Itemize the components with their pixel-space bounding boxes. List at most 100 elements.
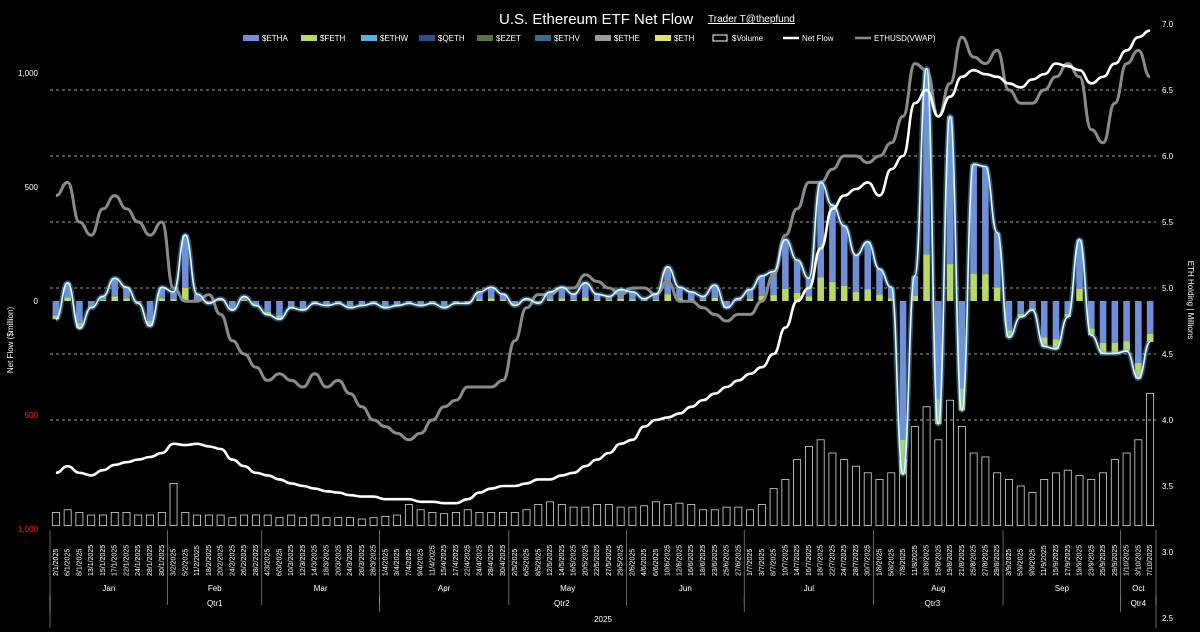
- flow-bar-etha: [534, 301, 542, 303]
- flow-bar-feth: [570, 299, 577, 301]
- flow-bar-etha: [1005, 301, 1013, 331]
- legend-swatch: [477, 35, 493, 41]
- flow-bar-etha: [76, 301, 83, 323]
- x-date-label: 16/5/2025: [571, 545, 578, 576]
- quarter-label: Qtr2: [554, 599, 570, 608]
- right-tick-label: 3.5: [1162, 482, 1174, 491]
- x-date-label: 17/1/2025: [112, 545, 119, 576]
- flow-bar-etha: [758, 275, 766, 296]
- x-date-label: 28/7/2025: [853, 545, 860, 576]
- flow-bar-feth: [782, 288, 789, 301]
- legend-label: $FETH: [320, 34, 346, 43]
- chart-credit[interactable]: Trader T@thepfund: [708, 14, 795, 25]
- legend-swatch: [301, 35, 317, 41]
- legend-item: $QETH: [419, 34, 465, 43]
- volume-bar: [240, 514, 249, 526]
- flow-bar-feth: [476, 299, 483, 301]
- flow-bar-etha: [382, 301, 389, 307]
- legend-label: $Volume: [732, 34, 764, 43]
- volume-bar: [1075, 475, 1084, 527]
- x-date-label: 10/6/2025: [665, 545, 672, 576]
- volume-bar: [781, 478, 790, 526]
- volume-bar: [946, 399, 955, 527]
- flow-bar-etha: [146, 301, 154, 322]
- volume-bar: [1110, 459, 1119, 527]
- x-date-label: 2/5/2025: [512, 549, 519, 576]
- x-date-label: 5/9/2025: [1018, 549, 1025, 576]
- right-axis: 2.5 3.0 3.5 4.0 4.5 5.0 5.5 6.0 6.5 7.0: [1162, 20, 1174, 623]
- volume-bar: [957, 426, 966, 527]
- x-date-label: 14/7/2025: [794, 545, 801, 576]
- volume-bar: [146, 514, 154, 526]
- x-date-label: 6/1/2025: [65, 549, 72, 576]
- volume-bar: [451, 512, 460, 527]
- legend-swatch: [595, 35, 611, 41]
- flow-bar-feth: [876, 294, 883, 301]
- flow-bar-feth: [593, 299, 601, 301]
- volume-bar: [640, 505, 649, 526]
- volume-bar: [1016, 485, 1025, 526]
- x-date-label: 28/3/2025: [371, 545, 378, 576]
- volume-bar: [816, 439, 825, 526]
- flow-bar-etha: [64, 282, 71, 298]
- volume-bar: [381, 515, 390, 526]
- volume-bar: [357, 518, 366, 526]
- x-date-label: 27/8/2025: [982, 545, 989, 576]
- right-tick-label: 4.0: [1162, 416, 1174, 425]
- x-date-label: 15/9/2025: [1053, 545, 1060, 576]
- flow-bar-etha: [1076, 239, 1083, 289]
- flow-bar-feth: [1123, 341, 1130, 352]
- x-date-label: 2/1/2025: [53, 549, 60, 576]
- x-date-label: 8/1/2025: [76, 549, 83, 576]
- volume-bar: [722, 506, 731, 526]
- month-label: Jun: [679, 584, 692, 593]
- flow-bar-etha: [982, 166, 989, 275]
- flow-bar-etha: [511, 301, 519, 305]
- volume-bar: [557, 504, 566, 527]
- volume-bar: [216, 514, 225, 526]
- flow-bar-etha: [252, 301, 260, 305]
- x-date-label: 9/4/2025: [418, 549, 425, 576]
- x-date-label: 19/9/2025: [1077, 545, 1084, 576]
- flow-bar-etha: [123, 287, 130, 299]
- legend-item: ETHUSD(VWAP): [855, 34, 936, 43]
- volume-bar: [75, 512, 84, 527]
- volume-bar: [51, 512, 60, 527]
- series-lines: [53, 29, 1153, 505]
- volume-bar: [593, 504, 602, 527]
- x-date-label: 23/9/2025: [1088, 545, 1095, 576]
- flow-bar-feth: [582, 297, 589, 301]
- x-date-label: 11/9/2025: [1041, 545, 1048, 576]
- legend-label: $ETHE: [614, 34, 640, 43]
- legend-item: $ETHW: [361, 34, 408, 43]
- flow-bar-etha: [676, 287, 683, 299]
- flow-bar-etha: [311, 301, 319, 303]
- flow-bar-etha: [840, 225, 848, 286]
- volume-bar: [734, 506, 743, 526]
- flow-bar-etha: [405, 301, 413, 303]
- legend-item: $FETH: [301, 34, 346, 43]
- flow-bar-feth: [982, 274, 989, 301]
- volume-bar: [334, 517, 343, 526]
- flow-bar-etha: [723, 301, 730, 307]
- legend-swatch: [243, 35, 259, 41]
- legend-label: $ETHW: [380, 34, 408, 43]
- x-date-label: 16/6/2025: [688, 545, 695, 576]
- month-label: Oct: [1132, 584, 1145, 593]
- flow-bar-etha: [1040, 301, 1048, 338]
- volume-bar: [1122, 452, 1131, 526]
- flow-bar-feth: [958, 388, 966, 411]
- volume-bar: [757, 504, 766, 527]
- x-date-label: 28/4/2025: [488, 545, 495, 576]
- flow-bar-etha: [970, 164, 977, 274]
- flow-bar-feth: [1029, 308, 1036, 311]
- month-label: Sep: [1055, 584, 1070, 593]
- x-date-label: 5/8/2025: [888, 549, 895, 576]
- legend-item: $ETHV: [535, 34, 580, 43]
- flow-bar-feth: [52, 315, 60, 320]
- y2-axis-title: ETH Holding | Millions: [1186, 261, 1195, 340]
- flow-bar-etha: [452, 301, 460, 303]
- volume-bar: [181, 512, 190, 527]
- volume-bar: [1040, 478, 1049, 526]
- flow-bar-etha: [793, 259, 801, 293]
